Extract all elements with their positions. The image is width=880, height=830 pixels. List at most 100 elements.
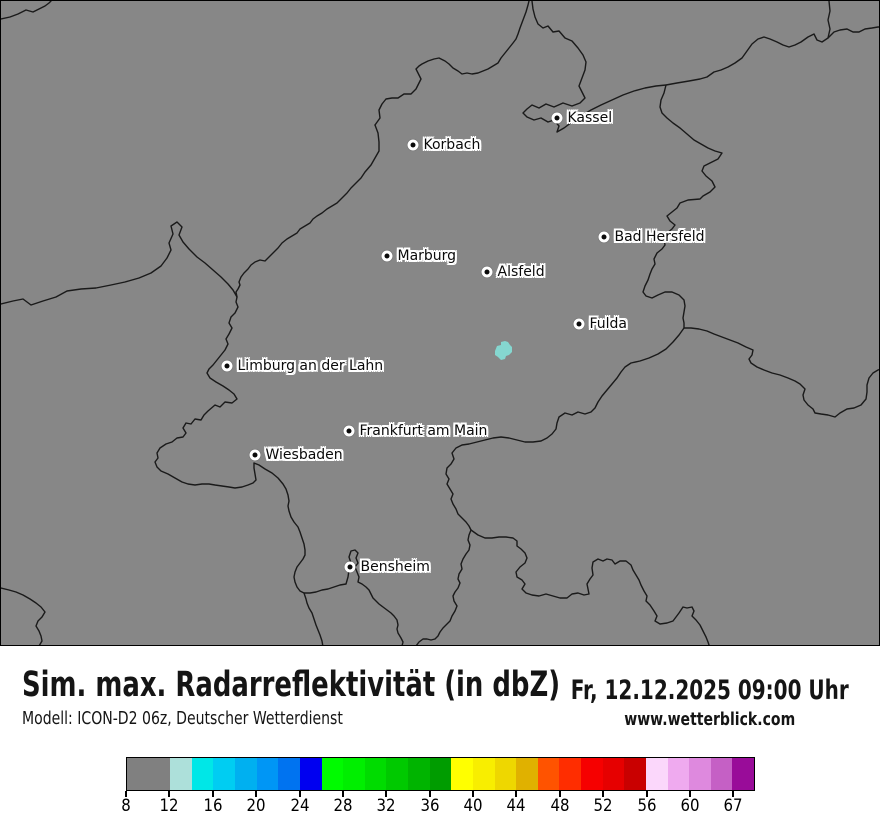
city-dot-icon <box>343 425 355 437</box>
colorbar-tick-label: 56 <box>637 796 657 816</box>
colorbar-segment <box>386 758 409 790</box>
colorbar-segment <box>127 758 171 790</box>
city-dot-center <box>347 564 353 570</box>
colorbar-segment <box>343 758 365 790</box>
state-border-line <box>154 124 380 645</box>
colorbar-tick-label: 24 <box>289 796 310 816</box>
colorbar-tick-label: 48 <box>550 796 570 816</box>
city-marker: Korbach <box>407 136 480 152</box>
colorbar-tick <box>168 791 171 797</box>
colorbar-segment <box>537 758 560 790</box>
colorbar-segment <box>213 758 236 790</box>
colorbar-segment <box>451 758 473 790</box>
city-dot-center <box>346 428 352 434</box>
colorbar-tick <box>515 791 518 797</box>
city-marker: Marburg <box>381 247 456 263</box>
city-label: Wiesbaden <box>265 446 343 463</box>
colorbar-segment <box>429 758 452 790</box>
colorbar-segment <box>645 758 668 790</box>
city-dot-icon <box>249 449 261 461</box>
colorbar-tick-label: 52 <box>593 796 613 816</box>
city-dot-icon <box>344 561 356 573</box>
colorbar-segment <box>408 758 430 790</box>
colorbar-segment <box>494 758 517 790</box>
state-border-line <box>374 1 530 126</box>
colorbar-segment <box>602 758 625 790</box>
colorbar-segment <box>732 758 755 790</box>
city-label: Kassel <box>567 109 613 126</box>
colorbar-tick <box>645 791 648 797</box>
colorbar-segment <box>710 758 733 790</box>
colorbar-tick <box>211 791 214 797</box>
city-dot-center <box>252 452 258 458</box>
colorbar-ticks <box>125 791 755 797</box>
city-dot-icon <box>573 318 585 330</box>
colorbar-tick <box>125 791 127 797</box>
city-label: Marburg <box>397 247 457 264</box>
colorbar-tick <box>298 791 301 797</box>
weather-map: Kassel Korbach Bad Hersfeld Marburg Alsfeld F… <box>0 0 880 646</box>
colorbar-segment <box>667 758 690 790</box>
city-dot-icon <box>407 139 419 151</box>
dbz-colorbar <box>126 757 755 791</box>
colorbar-tick <box>602 791 605 797</box>
city-label: Alsfeld <box>497 263 545 280</box>
colorbar-tick-label: 8 <box>121 796 131 816</box>
colorbar-tick-label: 12 <box>159 796 179 816</box>
city-marker: Bad Hersfeld <box>598 228 705 244</box>
state-border-line <box>415 327 685 645</box>
city-label: Limburg an der Lahn <box>237 357 384 374</box>
colorbar-segment <box>624 758 646 790</box>
state-border-line <box>642 84 879 418</box>
city-marker: Kassel <box>551 109 612 125</box>
colorbar-segment <box>516 758 538 790</box>
city-dot-center <box>554 115 560 121</box>
colorbar-tick <box>255 791 258 797</box>
colorbar-tick <box>385 791 388 797</box>
city-marker: Frankfurt am Main <box>343 422 487 438</box>
caption-panel: Sim. max. Radarreflektivität (in dbZ) Fr… <box>0 646 880 830</box>
state-border-line <box>470 529 710 645</box>
state-border-line <box>1 1 52 20</box>
city-dot-icon <box>598 231 610 243</box>
city-dot-icon <box>381 250 393 262</box>
state-border-line <box>522 1 879 133</box>
state-border-line <box>1 587 46 645</box>
city-dot-center <box>601 234 607 240</box>
city-marker: Bensheim <box>344 558 430 574</box>
city-dot-center <box>384 253 390 259</box>
colorbar-segment <box>321 758 344 790</box>
website-credit: www.wetterblick.com <box>624 709 795 730</box>
city-label: Korbach <box>423 136 481 153</box>
colorbar-tick <box>732 791 735 797</box>
city-label: Frankfurt am Main <box>359 422 488 439</box>
colorbar-segment <box>472 758 495 790</box>
precipitation-cell <box>495 341 512 360</box>
colorbar-tick-label: 60 <box>680 796 700 816</box>
colorbar-tick-labels: 8 12 16 20 24 28 32 36 40 44 48 52 56 60 67 <box>121 796 755 818</box>
colorbar-tick <box>341 791 344 797</box>
colorbar-segment <box>299 758 322 790</box>
colorbar-segment <box>559 758 582 790</box>
colorbar-segment <box>581 758 603 790</box>
valid-datetime: Fr, 12.12.2025 09:00 Uhr <box>570 675 849 706</box>
city-dot-icon <box>221 360 233 372</box>
colorbar-tick-label: 16 <box>203 796 223 816</box>
colorbar-tick-label: 28 <box>333 796 353 816</box>
colorbar-segment <box>689 758 711 790</box>
colorbar-segment <box>256 758 279 790</box>
state-borders-layer <box>1 1 879 645</box>
colorbar-tick-label: 32 <box>376 796 396 816</box>
model-info: Modell: ICON-D2 06z, Deutscher Wetterdie… <box>22 708 343 729</box>
colorbar-tick-label: 36 <box>420 796 440 816</box>
city-marker: Wiesbaden <box>249 446 343 462</box>
colorbar-tick <box>688 791 691 797</box>
city-dot-center <box>484 269 490 275</box>
colorbar-tick-label: 20 <box>246 796 266 816</box>
colorbar-tick-label: 40 <box>463 796 483 816</box>
colorbar-segment <box>278 758 300 790</box>
colorbar-tick <box>472 791 475 797</box>
city-label: Bad Hersfeld <box>614 228 705 245</box>
colorbar-segment <box>235 758 257 790</box>
city-dot-icon <box>481 266 493 278</box>
